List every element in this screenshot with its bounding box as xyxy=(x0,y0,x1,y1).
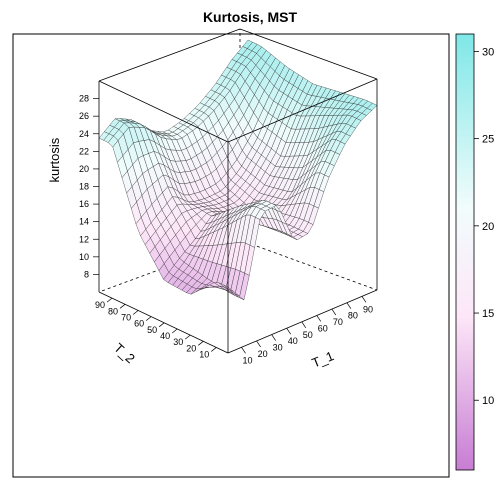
z-tick-label: 10 xyxy=(79,252,89,262)
z-tick-label: 18 xyxy=(79,182,89,192)
x-tick-label: 60 xyxy=(318,323,328,333)
x-tick-mark xyxy=(241,347,246,354)
x-tick-label: 90 xyxy=(363,304,373,314)
z-axis-label: kurtosis xyxy=(47,137,62,182)
z-tick-label: 26 xyxy=(79,111,89,121)
colorkey-tick-label: 10 xyxy=(482,395,494,407)
colorkey-tick-label: 30 xyxy=(482,46,494,58)
y-tick-mark xyxy=(106,297,113,303)
z-tick-label: 20 xyxy=(79,164,89,174)
x-tick-mark xyxy=(361,296,367,303)
chart-title: Kurtosis, MST xyxy=(203,9,298,25)
y-tick-label: 50 xyxy=(147,325,157,335)
y-tick-mark xyxy=(198,341,204,346)
z-tick-label: 24 xyxy=(79,129,89,139)
z-tick-label: 22 xyxy=(79,146,89,156)
y-tick-mark xyxy=(119,304,126,309)
x-tick-label: 10 xyxy=(243,355,253,365)
x-axis-label: T_1 xyxy=(310,348,336,370)
z-tick-label: 12 xyxy=(79,234,89,244)
box-edge-top-back-left xyxy=(98,28,241,82)
y-axis-label: T_2 xyxy=(111,340,138,366)
x-tick-label: 50 xyxy=(303,330,313,340)
y-tick-mark xyxy=(145,316,152,321)
z-tick-label: 28 xyxy=(79,94,89,104)
x-tick-mark xyxy=(331,308,337,316)
box-edge-back-right xyxy=(239,239,378,291)
x-tick-label: 70 xyxy=(333,317,343,327)
z-tick-label: 16 xyxy=(79,199,89,209)
colorkey-tick-label: 25 xyxy=(482,134,494,146)
box-edge-bottom-front-right xyxy=(227,289,378,354)
x-tick-mark xyxy=(271,334,276,341)
x-tick-label: 30 xyxy=(273,343,283,353)
x-tick-mark xyxy=(286,327,291,335)
y-tick-label: 70 xyxy=(121,312,131,322)
x-tick-label: 20 xyxy=(258,349,268,359)
box-edge-top-front-left xyxy=(98,80,229,143)
x-tick-label: 40 xyxy=(288,336,298,346)
x-tick-mark xyxy=(301,321,307,329)
x-tick-mark xyxy=(316,315,322,322)
y-tick-label: 90 xyxy=(95,300,105,310)
x-tick-label: 80 xyxy=(348,311,358,321)
y-tick-label: 10 xyxy=(199,349,209,359)
colorkey-tick-label: 20 xyxy=(482,221,494,233)
y-tick-mark xyxy=(211,347,217,352)
y-tick-mark xyxy=(171,328,178,334)
box-edge-bottom-front-left xyxy=(98,291,229,354)
y-tick-label: 80 xyxy=(108,306,118,316)
y-tick-mark xyxy=(158,322,165,328)
z-tick-label: 8 xyxy=(84,269,89,279)
colorkey-bar xyxy=(455,33,475,471)
y-tick-mark xyxy=(184,334,191,340)
z-tick-label: 14 xyxy=(79,217,89,227)
y-tick-mark xyxy=(132,310,139,315)
y-tick-label: 30 xyxy=(173,337,183,347)
colorkey-tick-label: 15 xyxy=(482,308,494,320)
y-tick-label: 20 xyxy=(186,343,196,353)
x-tick-mark xyxy=(346,302,352,309)
y-tick-label: 60 xyxy=(134,319,144,329)
plot-panel xyxy=(12,33,450,478)
y-tick-label: 40 xyxy=(160,331,170,341)
box-edge-top-front-right xyxy=(227,78,378,143)
x-tick-mark xyxy=(256,340,261,348)
box-edge-top-back-right xyxy=(239,28,378,80)
